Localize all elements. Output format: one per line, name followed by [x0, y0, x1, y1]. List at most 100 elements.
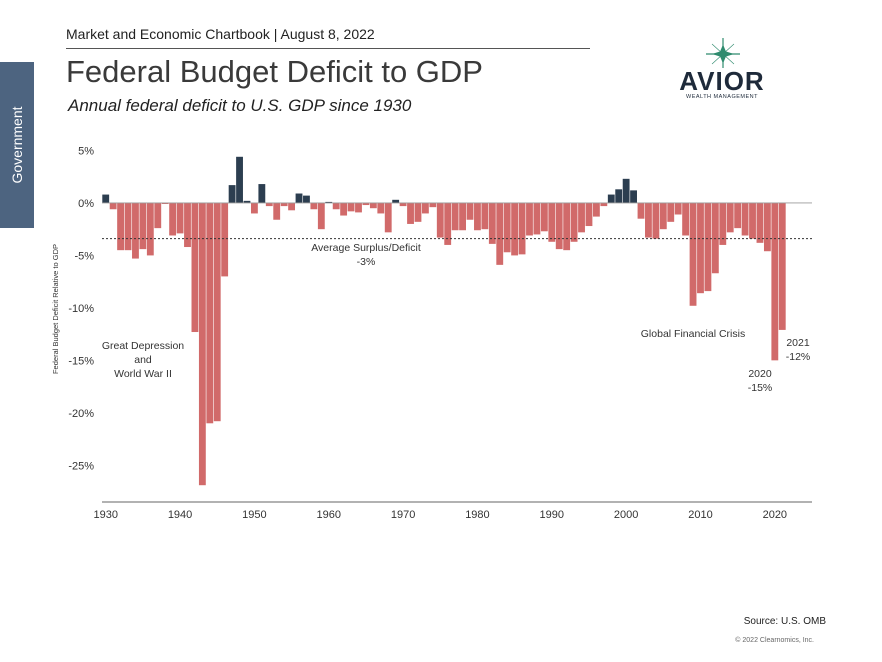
bar-1935 [139, 202, 147, 250]
logo-tagline: WEALTH MANAGEMENT [686, 94, 758, 100]
bar-1995 [585, 202, 593, 227]
bar-1965 [362, 202, 370, 206]
y-tick-label: -25% [68, 460, 94, 472]
bar-2006 [667, 202, 675, 222]
bar-1961 [332, 202, 340, 210]
section-tab[interactable]: Government [0, 62, 34, 228]
bar-1951 [258, 184, 266, 203]
bar-1960 [325, 201, 333, 203]
bar-1984 [503, 202, 511, 253]
bar-2017 [749, 202, 756, 239]
bar-1980 [474, 202, 481, 231]
bar-2013 [719, 202, 727, 245]
bar-1949 [243, 200, 251, 203]
bar-1988 [533, 202, 541, 235]
bar-1978 [459, 202, 466, 231]
bar-1998 [607, 194, 615, 203]
bar-1950 [250, 202, 258, 214]
bar-1986 [518, 202, 526, 255]
bar-1974 [429, 202, 437, 208]
bar-1967 [377, 202, 385, 214]
y-tick-label: 5% [78, 145, 94, 157]
bar-2018 [756, 202, 764, 243]
annotation-average: -3% [357, 256, 376, 268]
bar-1999 [615, 189, 623, 203]
x-tick-label: 2010 [688, 509, 712, 521]
bar-1983 [496, 202, 504, 265]
bar-1982 [488, 202, 496, 244]
annotation-2020: 2020 [748, 368, 772, 380]
bar-1940 [176, 202, 184, 234]
bar-2009 [689, 202, 697, 306]
bar-1968 [384, 202, 392, 233]
bar-1996 [592, 202, 600, 217]
bar-1956 [295, 193, 303, 203]
bar-2011 [704, 202, 712, 292]
bar-1979 [466, 202, 474, 220]
bar-2020 [771, 202, 779, 361]
bar-1933 [124, 202, 132, 251]
y-tick-label: -15% [68, 355, 94, 367]
y-tick-label: -20% [68, 408, 94, 420]
bar-1938 [161, 202, 169, 205]
bar-1997 [600, 202, 608, 207]
bar-1955 [288, 202, 296, 211]
y-axis-title: Federal Budget Deficit Relative to GDP [51, 244, 60, 374]
company-logo: AVIOR WEALTH MANAGEMENT [672, 36, 772, 102]
bar-1942 [191, 202, 199, 333]
bar-1970 [399, 202, 407, 207]
bar-1948 [236, 156, 243, 203]
bar-1991 [555, 202, 563, 250]
bar-1939 [169, 202, 177, 236]
bar-1971 [407, 202, 414, 224]
bar-1945 [213, 202, 221, 422]
bar-1957 [303, 195, 310, 203]
bar-2012 [711, 202, 719, 274]
bar-2005 [659, 202, 667, 230]
bar-2000 [622, 178, 630, 203]
bar-1946 [221, 202, 229, 277]
bar-1963 [347, 202, 355, 212]
bar-1930 [102, 194, 110, 203]
bar-1989 [540, 202, 548, 232]
y-tick-label: -5% [74, 250, 94, 262]
bar-2001 [630, 190, 637, 203]
bar-1975 [436, 202, 444, 238]
y-tick-label: -10% [68, 303, 94, 315]
annotation-depression: World War II [114, 368, 172, 380]
x-tick-label: 1970 [391, 509, 415, 521]
bar-1973 [421, 202, 429, 214]
bar-1993 [570, 202, 578, 242]
x-tick-label: 2020 [763, 509, 787, 521]
bar-1952 [265, 202, 273, 207]
copyright-note: © 2022 Clearnomics, Inc. [735, 637, 814, 644]
bar-1992 [563, 202, 571, 251]
x-tick-label: 2000 [614, 509, 638, 521]
bar-1972 [414, 202, 422, 222]
bar-1966 [369, 202, 377, 209]
page-subtitle: Annual federal deficit to U.S. GDP since… [68, 96, 412, 115]
bar-1932 [117, 202, 125, 251]
bar-1936 [146, 202, 154, 256]
bar-1990 [548, 202, 556, 242]
bar-2010 [697, 202, 704, 294]
annotation-2021: 2021 [786, 337, 810, 349]
bar-1985 [511, 202, 519, 256]
bar-1937 [154, 202, 162, 229]
x-tick-label: 1960 [317, 509, 341, 521]
bar-2002 [637, 202, 645, 219]
bar-1944 [206, 202, 214, 424]
bar-2007 [674, 202, 682, 215]
bar-1934 [132, 202, 139, 259]
logo-wordmark: AVIOR [679, 66, 765, 96]
annotation-average: Average Surplus/Deficit [311, 242, 421, 254]
bar-2021 [778, 202, 786, 330]
x-tick-label: 1980 [465, 509, 489, 521]
header-divider [66, 48, 590, 49]
report-header: Market and Economic Chartbook | August 8… [66, 26, 375, 42]
page-title: Federal Budget Deficit to GDP [66, 54, 483, 89]
bar-1969 [392, 199, 400, 203]
annotation-depression: and [134, 354, 152, 366]
x-tick-label: 1940 [168, 509, 192, 521]
